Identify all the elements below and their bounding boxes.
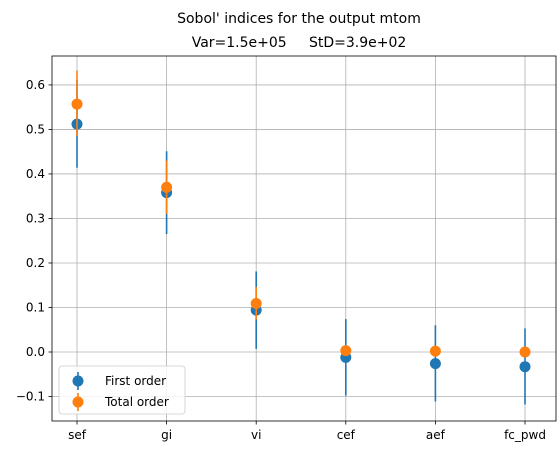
y-tick-label: −0.1 [16, 390, 45, 404]
series-first-order [71, 80, 531, 405]
x-axis: sef gi vi cef aef fc_pwd [68, 421, 546, 442]
legend-box [58, 365, 186, 415]
y-axis: −0.1 0.0 0.1 0.2 0.3 0.4 0.5 0.6 [16, 78, 52, 404]
y-tick-label: 0.6 [26, 78, 45, 92]
data-point [340, 345, 352, 357]
legend-label: Total order [104, 395, 169, 409]
plot-frame [51, 55, 557, 422]
data-point [429, 345, 441, 357]
x-tick-label: fc_pwd [504, 428, 546, 442]
legend-marker [72, 375, 84, 387]
data-point [519, 361, 531, 373]
data-point [71, 98, 83, 110]
x-tick-label: sef [68, 428, 87, 442]
x-tick-label: aef [426, 428, 446, 442]
y-tick-label: 0.4 [26, 167, 45, 181]
data-point [161, 181, 173, 193]
y-tick-label: 0.5 [26, 122, 45, 136]
legend: First order Total order [58, 365, 186, 415]
x-tick-label: cef [337, 428, 356, 442]
chart-title: Sobol' indices for the output mtom [177, 11, 421, 27]
data-marks [71, 70, 531, 405]
data-point [250, 297, 262, 309]
legend-label: First order [105, 374, 166, 388]
y-tick-label: 0.0 [26, 345, 45, 359]
y-tick-label: 0.3 [26, 211, 45, 225]
series-total-order [71, 70, 531, 358]
y-tick-label: 0.1 [26, 300, 45, 314]
chart-subtitle: Var=1.5e+05 StD=3.9e+02 [192, 35, 407, 51]
x-tick-label: vi [251, 428, 261, 442]
data-point [429, 358, 441, 370]
y-tick-label: 0.2 [26, 256, 45, 270]
data-point [519, 346, 531, 358]
x-tick-label: gi [161, 428, 172, 442]
legend-marker [72, 396, 84, 408]
